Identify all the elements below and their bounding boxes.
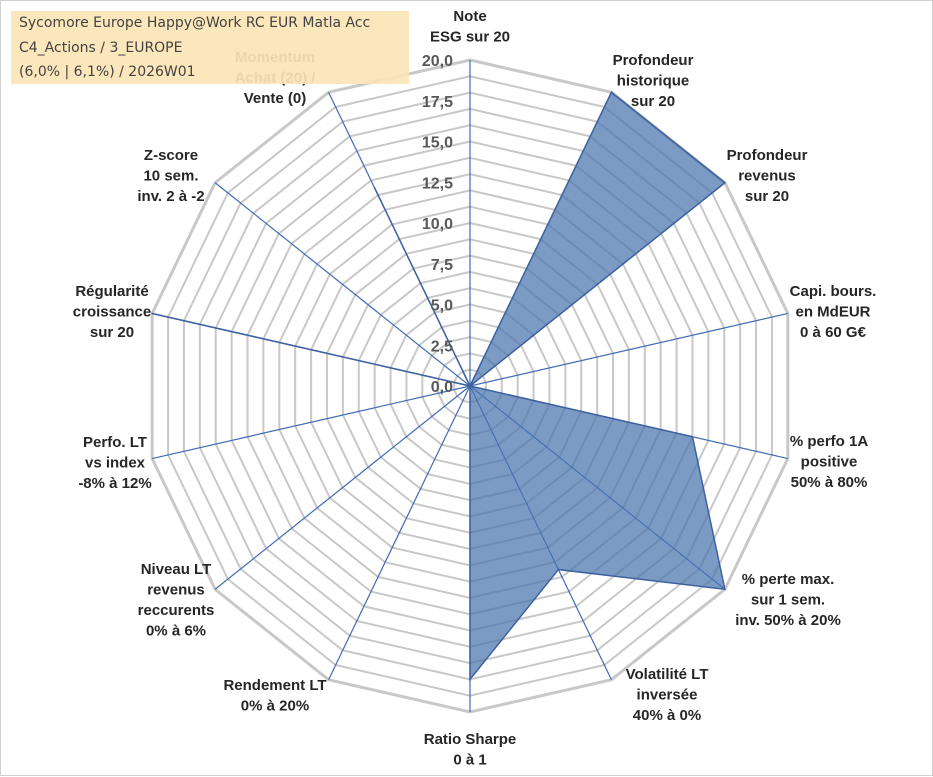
tick-layer: 0,0 2,5 5,0 7,5 10,0 12,5 15,0 17,5 20,0 [422, 53, 453, 396]
data-point-8 [469, 678, 471, 681]
axis-label-5-line-2: positive [801, 454, 858, 471]
axis-label-10-line-3: reccurents [138, 602, 215, 619]
axis-label-13-line-1: Z-score [144, 147, 198, 164]
axis-label-2-line-1: Profondeur [613, 52, 694, 69]
tick-label: 2,5 [431, 338, 453, 355]
tick-label: 0,0 [431, 379, 453, 396]
data-point-7 [557, 568, 560, 571]
tick-label: 10,0 [422, 216, 453, 233]
data-point-12 [151, 312, 153, 315]
fund-info-box: Sycomore Europe Happy@Work RC EUR Matla … [11, 11, 409, 84]
axis-label-7-line-2: inversée [637, 687, 698, 704]
axis-label-3-line-2: revenus [738, 168, 796, 185]
spoke-13 [214, 182, 471, 387]
axis-label-11-line-1: Perfo. LT [83, 434, 147, 451]
axis-label-11-line-2: vs index [85, 455, 146, 472]
axis-label-7-line-3: 40% à 0% [633, 707, 701, 724]
axis-label-10-line-4: 0% à 6% [146, 623, 206, 640]
axis-label-9-line-1: Rendement LT [223, 677, 326, 694]
axis-label-3-line-3: sur 20 [745, 188, 789, 205]
axis-label-4-line-1: Capi. bours. [790, 283, 877, 300]
axis-label-4-line-3: 0 à 60 G€ [800, 324, 867, 341]
axis-label-10-line-1: Niveau LT [141, 561, 212, 578]
axis-label-6-line-3: inv. 50% à 20% [735, 612, 841, 629]
spoke-11 [152, 385, 471, 460]
axis-label-11-line-3: -8% à 12% [78, 475, 151, 492]
axis-label-10-line-2: revenus [147, 582, 205, 599]
fund-stats: (6,0% | 6,1%) / 2026W01 [19, 64, 196, 80]
spoke-9 [328, 385, 471, 680]
axis-label-6-line-1: % perte max. [742, 571, 835, 588]
tick-label: 17,5 [422, 94, 453, 111]
data-point-14 [373, 186, 376, 189]
axis-label-4-line-2: en MdEUR [796, 304, 871, 321]
axis-label-12-line-2: croissance [73, 304, 151, 321]
axis-label-5-line-1: % perfo 1A [790, 433, 869, 450]
axis-label-12-line-3: sur 20 [90, 324, 134, 341]
series-layer [151, 91, 727, 682]
tick-label: 7,5 [431, 257, 453, 274]
axis-label-12-line-1: Régularité [75, 283, 148, 300]
axis-label-2-line-2: historique [617, 73, 690, 90]
axis-label-8-line-1: Ratio Sharpe [424, 731, 517, 748]
tick-label: 15,0 [422, 135, 453, 152]
axis-label-1-line-1: Note [453, 8, 486, 25]
data-point-2 [610, 91, 613, 94]
spoke-10 [214, 385, 471, 590]
axis-label-7-line-1: Volatilité LT [626, 666, 709, 683]
data-point-5 [691, 435, 694, 438]
axis-label-9-line-2: 0% à 20% [241, 698, 309, 715]
tick-label: 5,0 [431, 298, 453, 315]
axis-label-3-line-1: Profondeur [727, 147, 808, 164]
axis-label-8-line-2: 0 à 1 [453, 752, 486, 769]
axis-label-13-line-2: 10 sem. [143, 168, 198, 185]
tick-label: 12,5 [422, 175, 453, 192]
fund-name: Sycomore Europe Happy@Work RC EUR Matla … [19, 15, 371, 31]
tick-label: 20,0 [422, 53, 453, 70]
data-point-13 [469, 385, 471, 387]
data-point-6 [724, 588, 726, 591]
fund-category: C4_Actions / 3_EUROPE [19, 40, 183, 56]
data-point-3 [724, 181, 726, 184]
axis-label-1-line-2: ESG sur 20 [430, 29, 510, 46]
axis-label-13-line-3: inv. 2 à -2 [137, 188, 204, 205]
axis-label-5-line-3: 50% à 80% [791, 474, 868, 491]
axis-label-14-line-3: Vente (0) [244, 90, 307, 107]
axis-label-6-line-2: sur 1 sem. [751, 592, 825, 609]
axis-label-2-line-3: sur 20 [631, 93, 675, 110]
spoke-4 [469, 312, 788, 387]
